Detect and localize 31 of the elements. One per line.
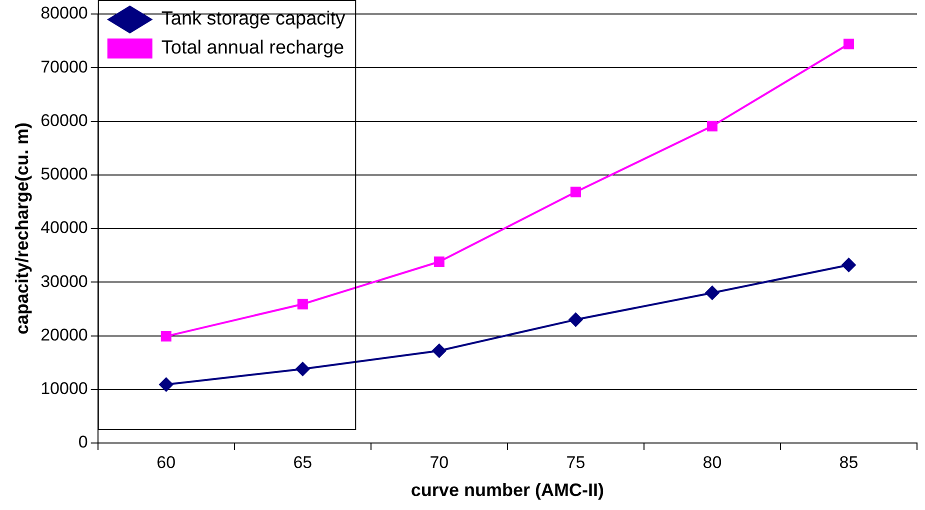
y-tick-label: 40000 <box>40 218 88 238</box>
point <box>706 120 718 132</box>
point <box>568 312 583 327</box>
point <box>432 344 446 358</box>
y-tick-label: 60000 <box>40 110 88 130</box>
point <box>159 378 174 392</box>
legend-label: Tank storage capacity <box>161 8 346 30</box>
y-tick-label: 50000 <box>40 164 88 184</box>
x-axis-title: curve number (AMC-II) <box>410 480 604 500</box>
x-tick-label: 85 <box>839 452 858 472</box>
y-tick-label: 10000 <box>40 379 88 398</box>
point <box>297 298 308 310</box>
y-axis-title: capacity/recharge(cu. m) <box>12 122 32 335</box>
y-tick-label: 80000 <box>40 4 88 23</box>
y-tick-label: 30000 <box>40 272 88 291</box>
point <box>160 331 172 342</box>
point <box>570 186 581 198</box>
x-tick-label: 65 <box>293 452 312 472</box>
point <box>705 286 720 300</box>
point <box>842 258 856 272</box>
x-tick-label: 70 <box>430 452 449 472</box>
point <box>843 38 854 50</box>
y-tick-label: 70000 <box>40 57 88 76</box>
legend-label: Total annual recharge <box>161 38 344 59</box>
point <box>296 362 310 376</box>
x-tick-label: 60 <box>156 452 176 472</box>
x-tick-label: 75 <box>566 452 586 472</box>
y-tick-label: 20000 <box>40 325 88 344</box>
y-tick-label: 0 <box>78 432 88 452</box>
x-tick-label: 80 <box>702 452 722 472</box>
point <box>434 256 444 267</box>
